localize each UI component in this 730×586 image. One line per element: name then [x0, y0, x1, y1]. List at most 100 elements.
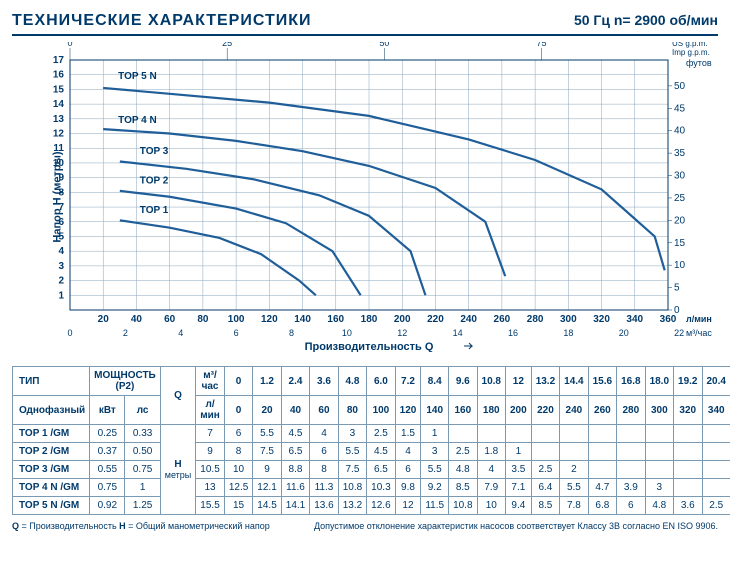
- svg-text:TOP 1: TOP 1: [140, 205, 169, 216]
- th-q-m3h: 0: [224, 367, 252, 396]
- svg-text:8: 8: [58, 187, 64, 198]
- svg-text:100: 100: [228, 314, 245, 325]
- h-cell: 4.5: [281, 425, 309, 443]
- h-cell: 6: [395, 461, 421, 479]
- kw-cell: 0.55: [90, 461, 125, 479]
- svg-text:200: 200: [394, 314, 411, 325]
- th-hp: лс: [125, 396, 160, 425]
- model-cell: TOP 1 /GM: [13, 425, 90, 443]
- h-cell: 7.8: [560, 497, 588, 515]
- th-q-m3h: 6.0: [367, 367, 395, 396]
- svg-text:40: 40: [674, 126, 686, 137]
- svg-text:80: 80: [197, 314, 209, 325]
- h-cell: 13.2: [338, 497, 366, 515]
- kw-cell: 0.37: [90, 443, 125, 461]
- h-cell: 7.1: [506, 479, 532, 497]
- th-q-m3h: 2.4: [281, 367, 309, 396]
- h-cell: [702, 443, 730, 461]
- h-cell: [617, 443, 645, 461]
- h-cell: [645, 443, 673, 461]
- h-cell: 1: [506, 443, 532, 461]
- svg-text:60: 60: [164, 314, 176, 325]
- svg-text:45: 45: [674, 103, 686, 114]
- h-cell: 7.5: [253, 443, 281, 461]
- h-cell: [702, 461, 730, 479]
- h-cell: [588, 443, 616, 461]
- svg-text:16: 16: [53, 70, 65, 81]
- h-cell: 10: [477, 497, 505, 515]
- svg-text:40: 40: [131, 314, 143, 325]
- svg-text:220: 220: [427, 314, 444, 325]
- performance-chart: Напор H (метры) 123456789101112131415161…: [12, 42, 718, 352]
- svg-text:13: 13: [53, 114, 65, 125]
- svg-text:6: 6: [234, 328, 239, 338]
- h-cell: 3.6: [674, 497, 702, 515]
- h-cell: 3.9: [617, 479, 645, 497]
- h-cell: 6: [617, 497, 645, 515]
- svg-text:260: 260: [494, 314, 511, 325]
- h-cell: 9.8: [395, 479, 421, 497]
- hp-cell: 1: [125, 479, 160, 497]
- svg-text:14: 14: [53, 99, 65, 110]
- svg-text:17: 17: [53, 55, 65, 66]
- h-cell: 8: [224, 443, 252, 461]
- h-cell: [506, 425, 532, 443]
- svg-text:9: 9: [58, 173, 64, 184]
- svg-text:20: 20: [674, 215, 686, 226]
- th-q-m3h: 9.6: [449, 367, 477, 396]
- h-cell: 11.3: [310, 479, 338, 497]
- h-cell: [560, 425, 588, 443]
- svg-text:280: 280: [527, 314, 544, 325]
- h-cell: 10: [224, 461, 252, 479]
- h-cell: [560, 443, 588, 461]
- svg-text:16: 16: [508, 328, 518, 338]
- h-cell: 7.9: [477, 479, 505, 497]
- h-cell: 5.5: [338, 443, 366, 461]
- h-cell: 6: [310, 443, 338, 461]
- page-title: ТЕХНИЧЕСКИЕ ХАРАКТЕРИСТИКИ: [12, 12, 312, 30]
- svg-text:240: 240: [460, 314, 477, 325]
- model-cell: TOP 4 N /GM: [13, 479, 90, 497]
- h-cell: 2.5: [702, 497, 730, 515]
- svg-text:м³/час: м³/час: [686, 328, 712, 338]
- h-cell: [645, 425, 673, 443]
- svg-text:15: 15: [53, 84, 65, 95]
- svg-text:22: 22: [674, 328, 684, 338]
- h-cell: [674, 461, 702, 479]
- svg-text:футов: футов: [686, 58, 712, 68]
- h-cell: [702, 479, 730, 497]
- svg-text:л/мин: л/мин: [686, 314, 712, 324]
- svg-text:7: 7: [58, 202, 64, 213]
- th-q-lmin: 300: [645, 396, 673, 425]
- svg-text:14: 14: [453, 328, 463, 338]
- h-cell: [588, 461, 616, 479]
- h-cell: [588, 425, 616, 443]
- th-q-m3h: 8.4: [421, 367, 449, 396]
- h-cell: 1.5: [395, 425, 421, 443]
- th-q-lmin: 60: [310, 396, 338, 425]
- h-cell: 8.8: [281, 461, 309, 479]
- th-q-lmin: 320: [674, 396, 702, 425]
- h-cell: 12: [395, 497, 421, 515]
- h-cell: 8.5: [531, 497, 559, 515]
- h-cell: 10.8: [449, 497, 477, 515]
- svg-text:TOP 4 N: TOP 4 N: [118, 115, 157, 126]
- spec-table: ТИПМОЩНОСТЬ (P2)Qм³/час01.22.43.64.86.07…: [12, 366, 730, 515]
- h-cell: 2.5: [367, 425, 395, 443]
- th-q-lmin: 260: [588, 396, 616, 425]
- h-cell: 1: [421, 425, 449, 443]
- h-cell: 6.5: [281, 443, 309, 461]
- svg-text:20: 20: [619, 328, 629, 338]
- svg-text:180: 180: [361, 314, 378, 325]
- th-q-lmin: 20: [253, 396, 281, 425]
- th-q: Q: [160, 367, 196, 425]
- svg-text:30: 30: [674, 171, 686, 182]
- h-cell: [477, 425, 505, 443]
- h-cell: [702, 425, 730, 443]
- th-q-m3h: 18.0: [645, 367, 673, 396]
- th-q-lmin: 220: [531, 396, 559, 425]
- svg-text:10: 10: [674, 260, 686, 271]
- svg-text:300: 300: [560, 314, 577, 325]
- th-q-lmin: 240: [560, 396, 588, 425]
- h-cell: 2: [560, 461, 588, 479]
